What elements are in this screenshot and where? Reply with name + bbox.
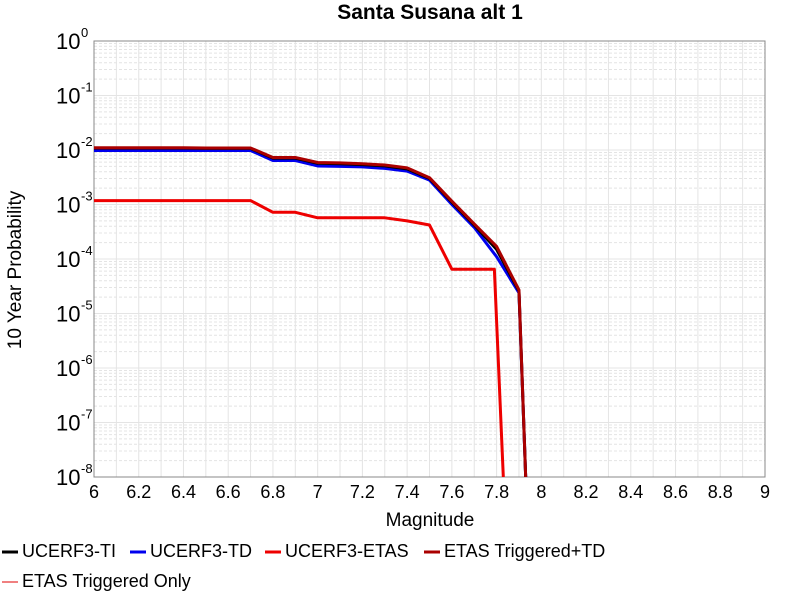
y-tick-exponent: -6 [81,352,93,367]
y-axis-label: 10 Year Probability [5,190,26,349]
legend-label: ETAS Triggered Only [22,571,191,591]
x-tick-label: 9 [760,482,770,502]
y-tick-label: 10 [56,302,80,327]
x-tick-label: 7 [313,482,323,502]
y-tick-label: 10 [56,465,80,490]
y-tick-label: 10 [56,247,80,272]
x-tick-label: 7.2 [350,482,375,502]
x-tick-label: 8.8 [708,482,733,502]
y-tick-exponent: -4 [81,243,93,258]
y-tick-label: 10 [56,138,80,163]
y-tick-label: 10 [56,193,80,218]
series-line-ucerf3-td [94,148,528,477]
y-tick-exponent: -7 [81,407,93,422]
x-tick-label: 6.2 [126,482,151,502]
y-tick-exponent: -5 [81,298,93,313]
x-tick-label: 7.8 [484,482,509,502]
y-tick-label: 10 [56,29,80,54]
x-tick-label: 6.6 [216,482,241,502]
x-tick-label: 6.8 [260,482,285,502]
y-tick-label: 10 [56,84,80,109]
y-tick-exponent: 0 [81,25,88,40]
x-axis-label: Magnitude [386,510,475,531]
x-tick-label: 6.4 [171,482,196,502]
legend-label: UCERF3-ETAS [285,541,409,561]
y-tick-exponent: -3 [81,189,93,204]
series-line-ucerf3-etas [94,199,505,477]
y-tick-exponent: -8 [81,461,93,476]
plot-frame [93,40,766,478]
y-tick-exponent: -2 [81,134,93,149]
legend-label: UCERF3-TI [22,541,116,561]
series-line-etas-triggered-td [94,146,528,477]
legend-label: ETAS Triggered+TD [444,541,605,561]
x-ticks: 6 6.2 6.4 6.6 6.8 7 7.2 7.4 7.6 7.8 8 8.2 8.4 8.6 8.8 9 [89,482,770,502]
y-tick-label: 10 [56,356,80,381]
x-tick-label: 8.4 [618,482,643,502]
x-tick-label: 7.4 [395,482,420,502]
y-tick-label: 10 [56,411,80,436]
chart-title: Santa Susana alt 1 [337,1,523,24]
series-layer [94,146,528,477]
y-tick-exponent: -1 [81,80,93,95]
x-tick-label: 8 [536,482,546,502]
legend-label: UCERF3-TD [150,541,252,561]
x-tick-label: 8.6 [663,482,688,502]
x-tick-label: 8.2 [574,482,599,502]
x-tick-label: 6 [89,482,99,502]
legend: UCERF3-TI UCERF3-TD UCERF3-ETAS ETAS Trigge… [2,541,605,591]
x-tick-label: 7.6 [439,482,464,502]
